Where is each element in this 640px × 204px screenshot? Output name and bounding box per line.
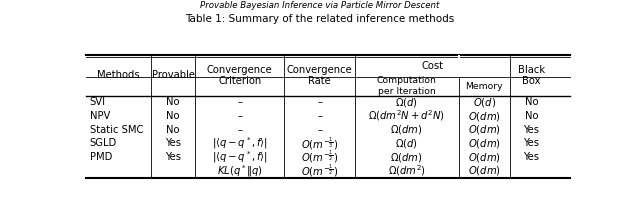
Text: Yes: Yes <box>524 125 540 135</box>
Text: –: – <box>317 97 322 107</box>
Text: $O(dm)$: $O(dm)$ <box>468 164 500 177</box>
Text: No: No <box>525 111 538 121</box>
Text: –: – <box>237 125 242 135</box>
Text: No: No <box>166 125 180 135</box>
Text: –: – <box>317 125 322 135</box>
Text: $O(dm)$: $O(dm)$ <box>468 110 500 123</box>
Text: Convergence
Rate: Convergence Rate <box>287 64 353 86</box>
Text: $O(m^{-\frac{1}{2}})$: $O(m^{-\frac{1}{2}})$ <box>301 149 338 165</box>
Text: $\Omega(d)$: $\Omega(d)$ <box>395 96 418 109</box>
Text: $\Omega(d)$: $\Omega(d)$ <box>395 137 418 150</box>
Text: Yes: Yes <box>524 139 540 149</box>
Bar <box>458 55 460 76</box>
Text: $O(m^{-\frac{1}{3}})$: $O(m^{-\frac{1}{3}})$ <box>301 135 338 152</box>
Text: Methods: Methods <box>97 70 140 80</box>
Text: Computation
per Iteration: Computation per Iteration <box>377 76 436 96</box>
Text: No: No <box>166 97 180 107</box>
Text: Yes: Yes <box>524 152 540 162</box>
Text: Black
Box: Black Box <box>518 64 545 86</box>
Text: Cost: Cost <box>421 61 443 71</box>
Text: Yes: Yes <box>165 152 181 162</box>
Text: $\Omega(dm)$: $\Omega(dm)$ <box>390 123 423 136</box>
Text: Yes: Yes <box>165 139 181 149</box>
Text: $\Omega(dm^2N + d^2N)$: $\Omega(dm^2N + d^2N)$ <box>368 109 445 123</box>
Text: Convergence
Criterion: Convergence Criterion <box>207 64 273 86</box>
Text: Table 1: Summary of the related inference methods: Table 1: Summary of the related inferenc… <box>186 14 454 24</box>
Text: Provable Bayesian Inference via Particle Mirror Descent: Provable Bayesian Inference via Particle… <box>200 1 440 10</box>
Text: $\Omega(dm)$: $\Omega(dm)$ <box>390 151 423 164</box>
Text: –: – <box>317 111 322 121</box>
Text: Static SMC: Static SMC <box>90 125 143 135</box>
Text: SGLD: SGLD <box>90 139 117 149</box>
Text: PMD: PMD <box>90 152 112 162</box>
Text: No: No <box>525 97 538 107</box>
Text: $|\langle q - q^*, f\rangle|$: $|\langle q - q^*, f\rangle|$ <box>212 149 268 165</box>
Text: No: No <box>166 111 180 121</box>
Text: $\Omega(dm^2)$: $\Omega(dm^2)$ <box>388 163 426 178</box>
Text: $O(dm)$: $O(dm)$ <box>468 151 500 164</box>
Text: $O(d)$: $O(d)$ <box>472 96 496 109</box>
Text: $|\langle q - q^*, f\rangle|$: $|\langle q - q^*, f\rangle|$ <box>212 135 268 151</box>
Text: Provable: Provable <box>152 70 195 80</box>
Text: $KL(q^* \| q)$: $KL(q^* \| q)$ <box>217 163 262 179</box>
Text: NPV: NPV <box>90 111 110 121</box>
Text: –: – <box>237 111 242 121</box>
Text: Memory: Memory <box>465 82 503 91</box>
Text: SVI: SVI <box>90 97 106 107</box>
Text: $O(dm)$: $O(dm)$ <box>468 123 500 136</box>
Text: –: – <box>237 97 242 107</box>
Text: $O(dm)$: $O(dm)$ <box>468 137 500 150</box>
Text: $O(m^{-\frac{1}{2}})$: $O(m^{-\frac{1}{2}})$ <box>301 163 338 179</box>
